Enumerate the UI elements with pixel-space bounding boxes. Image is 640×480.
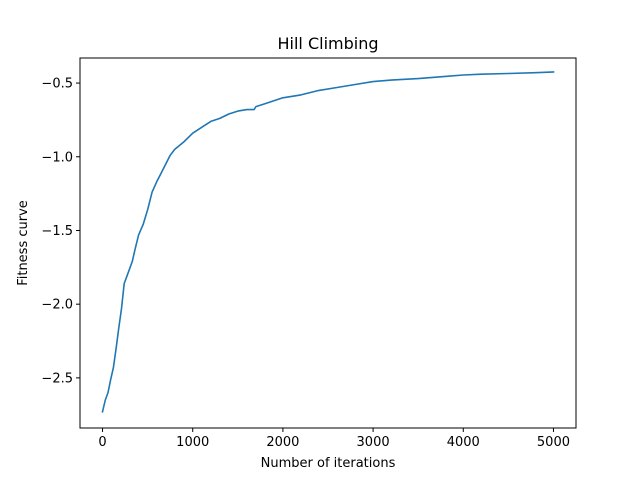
x-tick-label: 2000 [266,435,299,450]
y-tick-label: −1.5 [41,224,73,239]
fitness-series-line [101,71,555,413]
y-tick-label: −1.0 [41,150,73,165]
x-tick-label: 3000 [357,435,390,450]
y-tick-label: −2.5 [41,371,73,386]
x-axis-ticks: 0 1000 2000 3000 4000 5000 [98,428,570,450]
chart-title: Hill Climbing [278,34,379,53]
y-axis-ticks: −2.5 −2.0 −1.5 −1.0 −0.5 [41,77,80,386]
x-tick-label: 1000 [176,435,209,450]
y-tick-label: −0.5 [41,77,73,92]
y-tick-label: −2.0 [41,298,73,313]
x-tick-label: 5000 [537,435,570,450]
x-axis-label: Number of iterations [261,456,396,471]
plot-area [79,57,577,429]
x-tick-label: 4000 [447,435,480,450]
axes-frame [79,57,577,429]
x-tick-label: 0 [98,435,106,450]
y-axis-label: Fitness curve [16,200,31,286]
